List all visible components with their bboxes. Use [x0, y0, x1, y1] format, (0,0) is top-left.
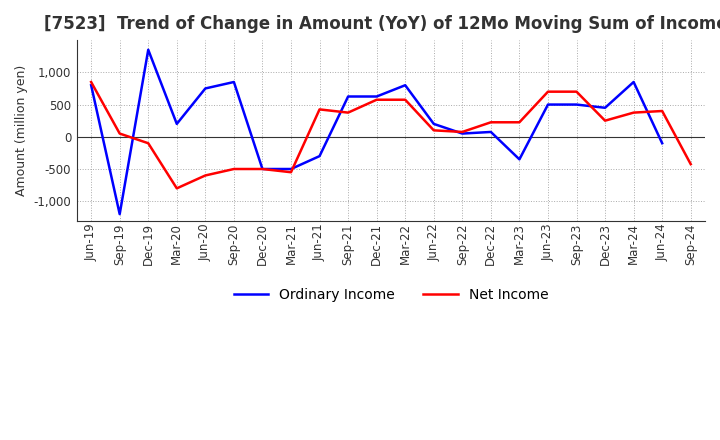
- Ordinary Income: [201, 86, 210, 91]
- Ordinary Income: [658, 141, 667, 146]
- Ordinary Income: [401, 83, 410, 88]
- Net Income: [201, 173, 210, 178]
- Title: [7523]  Trend of Change in Amount (YoY) of 12Mo Moving Sum of Incomes: [7523] Trend of Change in Amount (YoY) o…: [44, 15, 720, 33]
- Line: Ordinary Income: Ordinary Income: [91, 50, 662, 214]
- Net Income: [230, 166, 238, 172]
- Net Income: [401, 97, 410, 103]
- Legend: Ordinary Income, Net Income: Ordinary Income, Net Income: [228, 282, 554, 308]
- Net Income: [629, 110, 638, 115]
- Ordinary Income: [372, 94, 381, 99]
- Net Income: [487, 120, 495, 125]
- Net Income: [515, 120, 523, 125]
- Ordinary Income: [458, 131, 467, 136]
- Net Income: [315, 107, 324, 112]
- Ordinary Income: [487, 129, 495, 135]
- Net Income: [600, 118, 609, 123]
- Net Income: [87, 79, 96, 84]
- Net Income: [144, 141, 153, 146]
- Ordinary Income: [343, 94, 352, 99]
- Ordinary Income: [144, 47, 153, 52]
- Net Income: [173, 186, 181, 191]
- Ordinary Income: [572, 102, 581, 107]
- Net Income: [458, 129, 467, 135]
- Ordinary Income: [87, 83, 96, 88]
- Ordinary Income: [429, 121, 438, 127]
- Ordinary Income: [544, 102, 552, 107]
- Ordinary Income: [600, 105, 609, 110]
- Ordinary Income: [230, 79, 238, 84]
- Ordinary Income: [115, 212, 124, 217]
- Ordinary Income: [515, 157, 523, 162]
- Net Income: [343, 110, 352, 115]
- Ordinary Income: [315, 154, 324, 159]
- Ordinary Income: [258, 166, 267, 172]
- Net Income: [372, 97, 381, 103]
- Line: Net Income: Net Income: [91, 82, 690, 188]
- Ordinary Income: [287, 166, 295, 172]
- Net Income: [258, 166, 267, 172]
- Y-axis label: Amount (million yen): Amount (million yen): [15, 65, 28, 196]
- Net Income: [115, 131, 124, 136]
- Ordinary Income: [173, 121, 181, 127]
- Net Income: [686, 161, 695, 167]
- Net Income: [544, 89, 552, 94]
- Net Income: [658, 108, 667, 114]
- Ordinary Income: [629, 79, 638, 84]
- Net Income: [287, 169, 295, 175]
- Net Income: [572, 89, 581, 94]
- Net Income: [429, 128, 438, 133]
